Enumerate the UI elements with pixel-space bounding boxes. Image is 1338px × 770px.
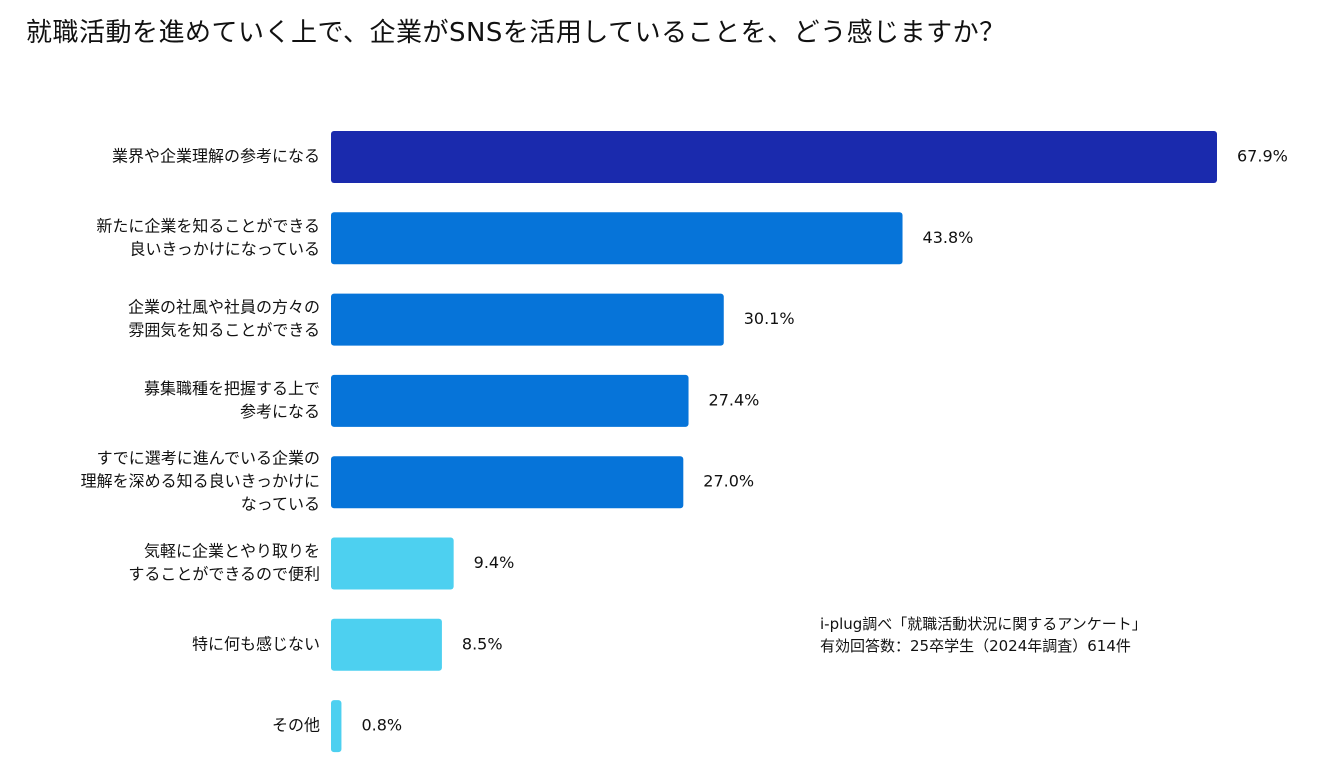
source-note-line2: 有効回答数：25卒学生（2024年調査）614件 — [820, 637, 1131, 655]
category-label-7-line-1: 特に何も感じない — [192, 634, 320, 653]
chart-title: 就職活動を進めていく上で、企業がSNSを活用していることを、どう感じますか？ — [26, 18, 1006, 48]
bar-1 — [331, 131, 1217, 183]
category-label-1-line-1: 業界や企業理解の参考になる — [112, 147, 320, 166]
value-label-6: 9.4% — [474, 553, 515, 572]
category-label-4-line-1: 募集職種を把握する上で — [144, 379, 320, 398]
category-label-5-line-3: なっている — [241, 495, 320, 514]
category-label-4-line-2: 参考になる — [240, 402, 320, 421]
source-note: i-plug調べ「就職活動状況に関するアンケート」 有効回答数：25卒学生（20… — [820, 613, 1147, 657]
value-label-4: 27.4% — [709, 390, 760, 409]
value-label-5: 27.0% — [703, 472, 754, 491]
bar-6 — [331, 537, 454, 590]
bar-4 — [331, 374, 689, 427]
source-note-line1: i-plug調べ「就職活動状況に関するアンケート」 — [820, 615, 1147, 633]
value-label-7: 8.5% — [462, 634, 503, 653]
value-label-3: 30.1% — [744, 309, 795, 328]
value-label-1: 67.9% — [1237, 147, 1288, 166]
bar-7 — [331, 618, 442, 671]
category-label-2-line-2: 良いきっかけになっている — [129, 239, 320, 258]
category-label-3-line-2: 雰囲気を知ることができる — [128, 321, 320, 340]
bar-3 — [331, 293, 724, 346]
value-label-8: 0.8% — [361, 716, 402, 735]
category-label-5-line-1: すでに選考に進んでいる企業の — [97, 449, 320, 468]
category-label-6-line-1: 気軽に企業とやり取りを — [144, 542, 320, 561]
category-label-8-line-1: その他 — [272, 716, 320, 735]
category-label-2-line-1: 新たに企業を知ることができる — [96, 216, 320, 235]
category-label-5-line-2: 理解を深める知る良いきっかけに — [81, 472, 320, 491]
category-label-3-line-1: 企業の社風や社員の方々の — [128, 298, 320, 317]
bar-8 — [331, 700, 342, 753]
category-label-6-line-2: することができるので便利 — [128, 565, 320, 584]
bar-2 — [331, 212, 903, 265]
value-label-2: 43.8% — [923, 228, 974, 247]
bar-5 — [331, 456, 684, 509]
